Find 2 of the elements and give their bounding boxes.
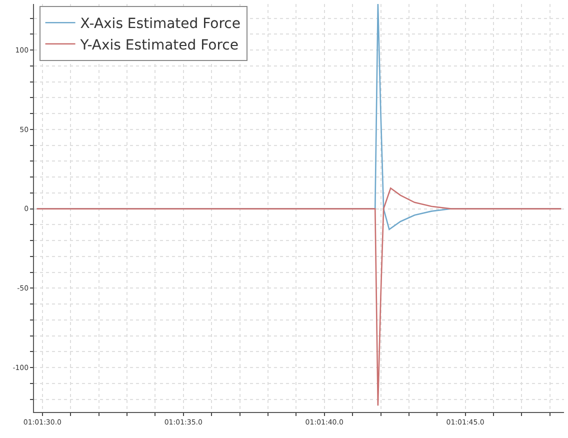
legend-label: Y-Axis Estimated Force [79,37,238,54]
legend-label: X-Axis Estimated Force [80,16,240,32]
